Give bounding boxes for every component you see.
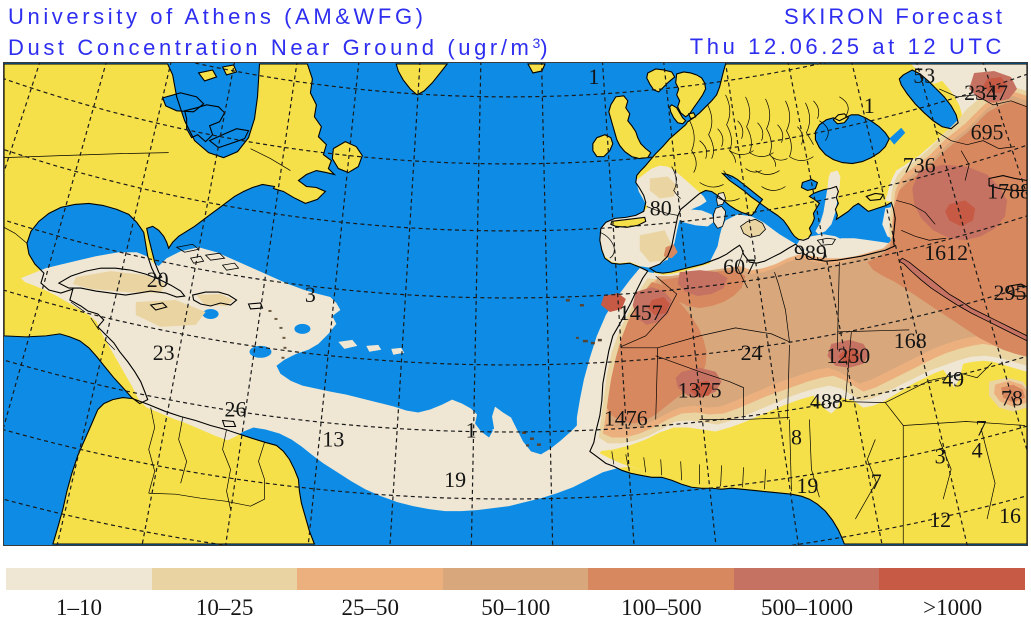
svg-text:168: 168 (894, 328, 927, 353)
svg-text:53: 53 (913, 63, 935, 88)
svg-text:295: 295 (994, 280, 1027, 305)
svg-text:2347: 2347 (964, 80, 1008, 105)
svg-text:20: 20 (147, 267, 169, 292)
svg-text:1: 1 (864, 93, 875, 118)
svg-text:24: 24 (741, 340, 763, 365)
svg-text:1: 1 (466, 417, 477, 442)
svg-text:1457: 1457 (619, 300, 663, 325)
svg-text:989: 989 (794, 240, 827, 265)
svg-text:7: 7 (871, 469, 882, 494)
svg-text:26: 26 (225, 397, 247, 422)
svg-text:23: 23 (153, 340, 175, 365)
svg-text:19: 19 (444, 467, 466, 492)
svg-text:3: 3 (935, 443, 946, 468)
svg-text:1375: 1375 (678, 378, 722, 403)
svg-text:736: 736 (903, 153, 936, 178)
svg-text:1230: 1230 (826, 343, 870, 368)
svg-text:1612: 1612 (924, 240, 968, 265)
svg-text:8: 8 (791, 424, 802, 449)
svg-text:488: 488 (810, 389, 843, 414)
svg-text:4: 4 (972, 437, 983, 462)
svg-text:16: 16 (999, 503, 1021, 528)
svg-text:1476: 1476 (604, 406, 648, 431)
svg-text:13: 13 (322, 426, 344, 451)
svg-text:607: 607 (723, 254, 756, 279)
svg-text:1: 1 (588, 64, 599, 89)
svg-text:1788: 1788 (987, 178, 1028, 203)
svg-text:3: 3 (305, 282, 316, 307)
svg-text:49: 49 (942, 367, 964, 392)
svg-text:19: 19 (796, 473, 818, 498)
svg-text:695: 695 (971, 120, 1004, 145)
svg-text:12: 12 (929, 507, 951, 532)
svg-text:80: 80 (650, 195, 672, 220)
svg-text:7: 7 (976, 415, 987, 440)
svg-text:78: 78 (1001, 386, 1023, 411)
